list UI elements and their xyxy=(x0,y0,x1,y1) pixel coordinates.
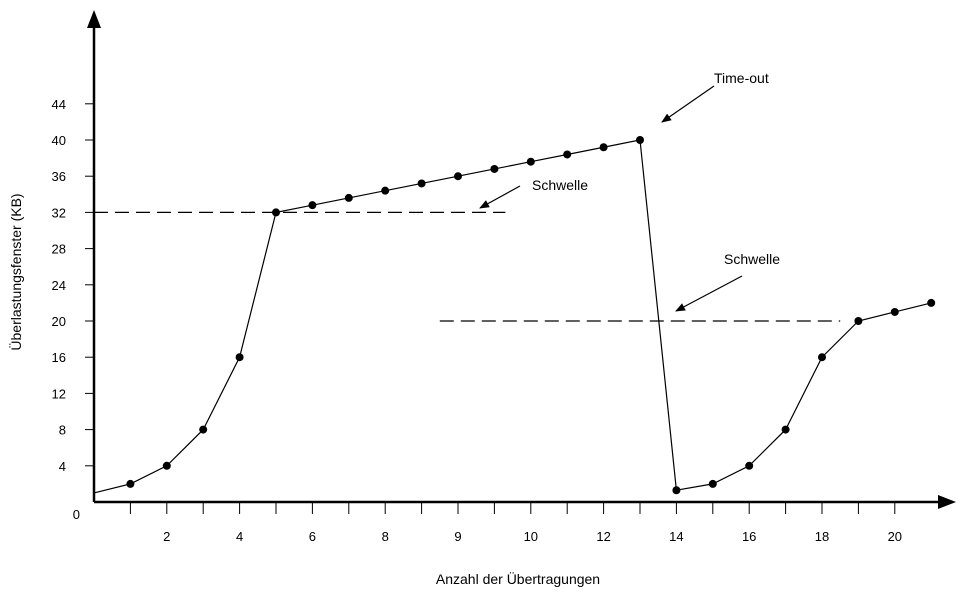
y-tick-label: 36 xyxy=(52,169,66,184)
y-tick-label: 12 xyxy=(52,386,66,401)
x-tick-label: 10 xyxy=(524,529,538,544)
x-tick-label: 14 xyxy=(669,529,683,544)
y-ticks: 0 4 8 12 16 20 24 28 32 36 40 44 xyxy=(52,97,94,522)
y-tick-label: 40 xyxy=(52,133,66,148)
time-out-arrow xyxy=(661,85,715,123)
x-axis-arrow-icon xyxy=(938,495,956,509)
y-tick-label: 20 xyxy=(52,314,66,329)
data-point xyxy=(781,425,790,434)
x-tick-label: 20 xyxy=(888,529,902,544)
data-point xyxy=(454,172,462,181)
data-point xyxy=(563,150,572,159)
data-point xyxy=(672,486,681,495)
x-tick-label: 16 xyxy=(742,529,756,544)
y-tick-label: 44 xyxy=(52,97,66,112)
data-point xyxy=(162,461,171,470)
data-point xyxy=(308,201,317,210)
x-tick-label: 9 xyxy=(454,529,461,544)
data-point xyxy=(599,143,608,152)
data-point xyxy=(235,353,244,362)
data-point xyxy=(890,307,899,316)
data-point xyxy=(636,136,644,144)
x-tick-label: 8 xyxy=(382,529,389,544)
y-tick-label: 0 xyxy=(73,507,80,522)
x-tick-label: 2 xyxy=(163,529,170,544)
x-axis-title: Anzahl der Übertragungen xyxy=(436,570,600,587)
y-tick-label: 16 xyxy=(52,350,66,365)
x-tick-label: 18 xyxy=(815,529,829,544)
y-axis-title: Überlastungsfenster (KB) xyxy=(7,193,24,350)
data-point xyxy=(417,179,426,188)
x-tick-label: 6 xyxy=(309,529,316,544)
y-axis-arrow-icon xyxy=(87,10,101,28)
x-tick-label: 4 xyxy=(236,529,243,544)
x-ticks: 2 4 6 8 9 10 12 14 16 18 20 xyxy=(129,502,902,544)
y-tick-label: 32 xyxy=(52,205,66,220)
series-line xyxy=(93,139,932,494)
data-point xyxy=(490,164,499,173)
data-point xyxy=(381,186,390,195)
data-point xyxy=(708,479,717,488)
y-tick-label: 8 xyxy=(59,423,66,438)
threshold-2-annotation: Schwelle xyxy=(724,251,780,267)
data-point xyxy=(272,208,280,217)
data-point xyxy=(818,353,826,362)
threshold-1-arrow xyxy=(479,185,521,209)
data-point xyxy=(745,461,754,470)
data-point xyxy=(344,193,353,202)
data-point xyxy=(854,317,863,325)
threshold-1-annotation: Schwelle xyxy=(532,177,588,193)
y-tick-label: 4 xyxy=(59,459,66,474)
data-point xyxy=(526,157,535,166)
time-out-annotation: Time-out xyxy=(714,70,769,86)
x-tick-label: 12 xyxy=(596,529,610,544)
data-point xyxy=(126,479,135,488)
y-tick-label: 28 xyxy=(52,242,66,257)
series-layer xyxy=(93,136,936,495)
threshold-2-arrow xyxy=(675,275,743,312)
data-point xyxy=(927,298,936,307)
threshold-lines xyxy=(94,211,841,322)
data-point xyxy=(199,425,208,434)
y-tick-label: 24 xyxy=(52,278,66,293)
